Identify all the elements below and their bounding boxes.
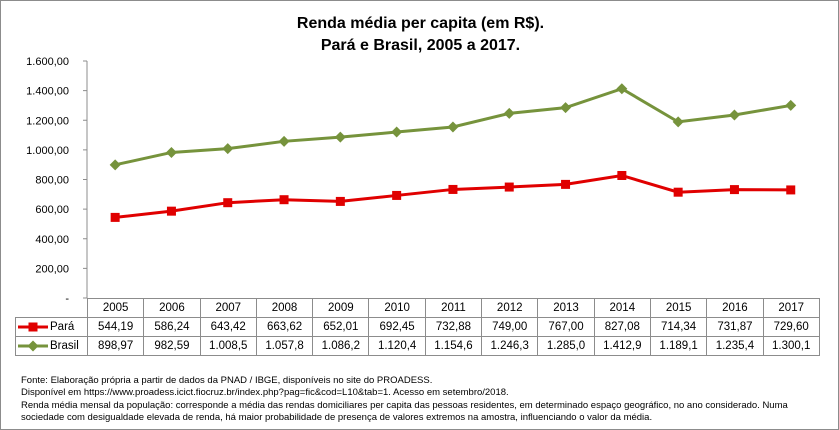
x-tick-label: 2014 — [593, 298, 651, 318]
note-line: sociedade com desigualdade elevada de re… — [21, 411, 653, 423]
legend-label: Pará — [50, 321, 75, 334]
data-label: 714,34 — [649, 317, 708, 337]
data-label: 729,60 — [762, 317, 820, 337]
data-label: 586,24 — [143, 317, 201, 337]
x-tick-label: 2005 — [86, 298, 145, 318]
source-notes: Fonte: Elaboração própria a partir de da… — [21, 375, 788, 424]
title-line-1: Renda média per capita (em R$). — [296, 15, 545, 32]
note-line: Fonte: Elaboração própria a partir de da… — [21, 375, 433, 386]
data-table: 2005 2006 2007 2008 2009 2010 2011 2012 2013 2014… — [15, 298, 820, 356]
y-tick-label: 200,00 — [35, 263, 69, 275]
data-label: 749,00 — [481, 317, 539, 337]
data-point — [109, 159, 121, 171]
legend-entry: Pará — [15, 317, 88, 337]
table-corner — [15, 298, 88, 318]
data-point — [165, 146, 177, 158]
x-tick-label: 2008 — [255, 298, 314, 318]
title-line-2: Pará e Brasil, 2005 a 2017. — [320, 37, 521, 54]
data-point — [447, 121, 459, 133]
data-point — [786, 185, 796, 195]
data-point — [561, 179, 571, 189]
x-tick-label: 2015 — [649, 298, 708, 318]
x-tick-label: 2010 — [368, 298, 426, 318]
data-label: 652,01 — [312, 317, 370, 337]
legend-label: Brasil — [50, 340, 79, 353]
data-point — [729, 185, 739, 195]
data-point — [785, 99, 797, 111]
data-point — [504, 182, 514, 192]
data-label: 767,00 — [537, 317, 595, 337]
data-point — [560, 102, 572, 114]
data-point — [392, 190, 402, 200]
y-tick-label: 1.000,00 — [26, 145, 69, 157]
data-point — [335, 196, 345, 206]
y-tick-label: 1.200,00 — [26, 115, 69, 127]
data-point — [279, 195, 289, 205]
data-label: 898,97 — [86, 336, 145, 356]
data-point — [728, 109, 740, 121]
x-tick-label: 2009 — [312, 298, 370, 318]
note-line: Disponível em https://www.proadess.icict… — [21, 387, 509, 399]
data-point — [334, 131, 346, 143]
series-line-Pará — [114, 173, 791, 219]
data-label: 982,59 — [143, 336, 201, 356]
data-label: 827,08 — [593, 317, 651, 337]
note-line: Renda média mensal da população: corresp… — [21, 399, 788, 411]
data-label: 1.412,9 — [593, 336, 651, 356]
data-label: 643,42 — [199, 317, 257, 337]
data-label: 1.057,8 — [255, 336, 314, 356]
data-label: 1.235,4 — [706, 336, 764, 356]
data-point — [503, 107, 515, 119]
legend-key-icon — [18, 340, 48, 352]
data-label: 1.008,5 — [199, 336, 257, 356]
x-tick-label: 2007 — [199, 298, 257, 318]
data-point — [616, 83, 628, 95]
data-label: 544,19 — [86, 317, 145, 337]
data-label: 731,87 — [706, 317, 764, 337]
data-point — [222, 143, 234, 155]
data-label: 732,88 — [424, 317, 483, 337]
chart-title: Renda média per capita (em R$). Pará e B… — [1, 13, 838, 57]
legend-entry: Brasil — [15, 336, 88, 356]
x-tick-label: 2013 — [537, 298, 595, 318]
data-point — [391, 126, 403, 138]
data-label: 1.285,0 — [537, 336, 595, 356]
x-tick-label: 2016 — [706, 298, 764, 318]
x-tick-label: 2017 — [762, 298, 820, 318]
data-point — [223, 198, 233, 208]
data-label: 1.246,3 — [481, 336, 539, 356]
x-tick-label: 2011 — [424, 298, 483, 318]
data-point — [617, 170, 627, 180]
legend-key-icon — [18, 322, 48, 332]
data-label: 1.300,1 — [762, 336, 820, 356]
y-tick-label: 400,00 — [35, 234, 69, 246]
data-point — [166, 206, 176, 216]
data-label: 663,62 — [255, 317, 314, 337]
x-tick-label: 2012 — [481, 298, 539, 318]
data-point — [278, 135, 290, 147]
x-tick-label: 2006 — [143, 298, 201, 318]
data-label: 1.120,4 — [368, 336, 426, 356]
y-tick-label: 1.600,00 — [26, 56, 69, 68]
data-point — [110, 212, 120, 222]
data-label: 1.086,2 — [312, 336, 370, 356]
data-point — [448, 184, 458, 194]
y-tick-label: 600,00 — [35, 204, 69, 216]
data-label: 1.154,6 — [424, 336, 483, 356]
data-point — [672, 116, 684, 128]
data-label: 1.189,1 — [649, 336, 708, 356]
data-point — [673, 187, 683, 197]
y-tick-label: 800,00 — [35, 175, 69, 187]
data-label: 692,45 — [368, 317, 426, 337]
y-tick-label: 1.400,00 — [26, 86, 69, 98]
